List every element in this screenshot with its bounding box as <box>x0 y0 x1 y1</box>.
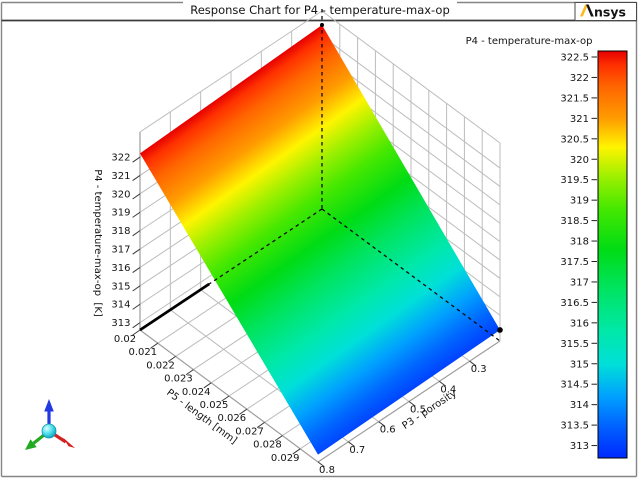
colorbar-tick-label: 322.5 <box>560 53 589 64</box>
z-tick-label: 321 <box>111 171 130 182</box>
colorbar-tick-label: 314 <box>570 400 589 411</box>
colorbar-tick-label: 317 <box>570 277 589 288</box>
colorbar-title: P4 - temperature-max-op <box>466 36 593 47</box>
y-tick-label: 0.5 <box>410 405 426 416</box>
colorbar-tick-label: 316.5 <box>560 298 589 309</box>
x-tick-label: 0.022 <box>146 360 175 371</box>
max-point-marker <box>320 23 324 27</box>
x-tick-label: 0.026 <box>217 413 246 424</box>
z-tick-label: 314 <box>111 300 130 311</box>
z-tick-label: 319 <box>111 208 130 219</box>
x-tick-label: 0.023 <box>164 374 193 385</box>
response-surface <box>140 25 500 455</box>
x-tick-label: 0.024 <box>182 387 211 398</box>
corner-point-marker <box>497 327 503 333</box>
y-tick-label: 0.4 <box>440 384 456 395</box>
colorbar-gradient <box>597 50 628 459</box>
x-tick-label: 0.029 <box>271 453 300 464</box>
triad-icon <box>25 399 75 450</box>
z-tick-label: 318 <box>111 226 130 237</box>
surface-plot: 313 314 315 316 317 318 319 320 321 322 0.02 0.021 0… <box>111 9 503 476</box>
colorbar-tick-label: 318 <box>570 237 589 248</box>
colorbar-tick-label: 321.5 <box>560 93 589 104</box>
hidden-edges <box>139 9 503 342</box>
colorbar-tick-label: 320 <box>570 155 589 166</box>
axis-ticks: 313 314 315 316 317 318 319 320 321 322 0.02 0.021 0… <box>111 153 486 476</box>
colorbar-tick-label: 318.5 <box>560 216 589 227</box>
ansys-logo-text: nsys <box>594 4 626 19</box>
colorbar-tick-label: 319 <box>570 196 589 207</box>
y-tick-label: 0.8 <box>319 465 335 476</box>
z-tick-label: 316 <box>111 263 130 274</box>
colorbar-tick-label: 319.5 <box>560 175 589 186</box>
y-tick-label: 0.6 <box>380 425 396 436</box>
triad-right-arrow <box>63 437 75 448</box>
colorbar-tick-label: 321 <box>570 114 589 125</box>
z-tick-label: 315 <box>111 281 130 292</box>
x-tick-label: 0.02 <box>114 334 136 345</box>
x-tick-label: 0.028 <box>253 440 282 451</box>
z-tick-label: 322 <box>111 153 130 164</box>
x-tick-label: 0.025 <box>200 400 229 411</box>
ansys-logo-a-stroke <box>586 4 594 17</box>
y-tick-label: 0.3 <box>471 364 487 375</box>
triad-origin-sphere <box>41 423 57 439</box>
colorbar-tick-label: 316 <box>570 318 589 329</box>
colorbar-tick-label: 317.5 <box>560 257 589 268</box>
z-tick-label: 317 <box>111 245 130 256</box>
ansys-logo-slash-icon <box>580 4 588 17</box>
colorbar: P4 - temperature-max-op 322.5 322 321.5 321… <box>466 36 628 459</box>
colorbar-tick-label: 313.5 <box>560 421 589 432</box>
z-tick-label: 313 <box>111 318 130 329</box>
chart-title: Response Chart for P4 - temperature-max-… <box>190 3 450 17</box>
x-tick-label: 0.027 <box>235 426 264 437</box>
colorbar-tick-label: 315 <box>570 359 589 370</box>
triad-up-arrow <box>44 399 54 412</box>
colorbar-ticks: 322.5 322 321.5 321 320.5 320 319.5 319 318.5 318… <box>560 53 597 452</box>
colorbar-tick-label: 322 <box>570 73 589 84</box>
colorbar-tick-label: 313 <box>570 441 589 452</box>
z-axis-title: P4 - temperature-max-op [K] <box>92 169 103 317</box>
ansys-logo-box <box>574 2 637 21</box>
y-tick-label: 0.7 <box>349 445 365 456</box>
colorbar-tick-label: 314.5 <box>560 380 589 391</box>
z-tick-label: 320 <box>111 189 130 200</box>
triad-left-arrow <box>25 439 37 450</box>
colorbar-tick-label: 315.5 <box>560 339 589 350</box>
x-tick-label: 0.021 <box>128 347 157 358</box>
colorbar-tick-label: 320.5 <box>560 134 589 145</box>
ansys-logo: nsys <box>574 2 637 21</box>
